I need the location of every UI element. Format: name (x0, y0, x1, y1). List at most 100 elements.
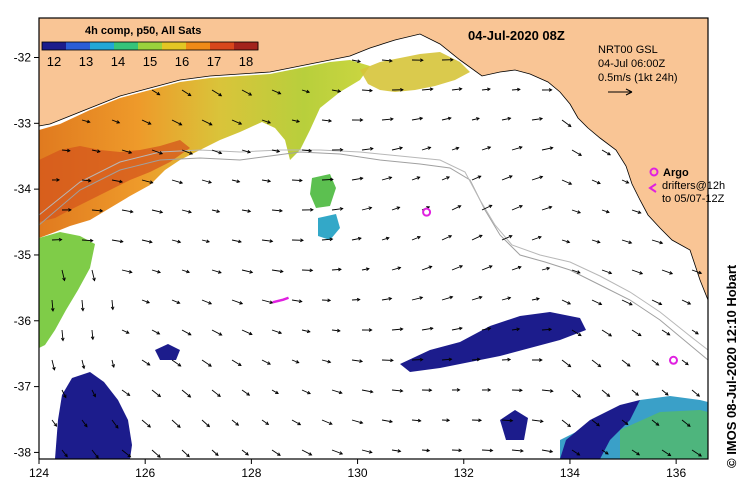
current-arrowhead (458, 326, 463, 331)
current-arrowhead (487, 388, 492, 392)
current-arrow (241, 389, 250, 396)
current-arrow (591, 179, 601, 184)
current-arrow (591, 239, 600, 243)
current-arrowhead (267, 179, 272, 183)
current-arrowhead (516, 87, 521, 92)
current-arrow (571, 449, 580, 456)
current-arrowhead (179, 180, 184, 185)
current-arrow (441, 117, 451, 121)
colorbar-segment (162, 42, 187, 50)
current-arrowhead (338, 267, 342, 272)
current-arrow (351, 177, 363, 181)
current-arrow (541, 328, 552, 331)
current-arrow (601, 329, 612, 337)
current-arrowhead (148, 239, 153, 244)
current-arrowhead (449, 57, 454, 62)
lon-tick-label: 128 (241, 466, 261, 480)
current-arrowhead (128, 270, 133, 274)
current-arrow (211, 329, 222, 336)
current-arrow (451, 327, 463, 331)
current-arrow (681, 359, 689, 366)
current-arrow (441, 358, 452, 361)
current-arrow (651, 299, 662, 305)
current-arrowhead (458, 448, 463, 453)
colorbar-segment (90, 42, 115, 50)
current-arrow (291, 119, 300, 123)
colorbar-outline (41, 41, 259, 51)
current-arrow (271, 389, 279, 394)
current-arrow (531, 118, 543, 121)
current-arrow (531, 298, 540, 301)
current-arrow (241, 89, 252, 96)
current-arrowhead (548, 205, 553, 210)
sst-cold-southwest (55, 372, 132, 459)
colorbar-tick-label: 17 (207, 54, 221, 69)
current-arrowhead (269, 300, 274, 304)
current-arrowhead (63, 394, 67, 399)
current-arrow (61, 269, 65, 281)
current-arrowhead (519, 204, 523, 209)
current-arrowhead (416, 176, 421, 180)
current-arrowhead (698, 453, 702, 457)
current-arrowhead (476, 117, 480, 121)
current-arrowhead (87, 178, 92, 183)
current-arrowhead (235, 422, 240, 426)
current-arrowhead (476, 357, 481, 362)
current-arrowhead (218, 332, 223, 336)
current-arrowhead (208, 301, 213, 305)
current-arrowhead (114, 424, 119, 429)
current-arrow (481, 146, 491, 151)
current-arrow (291, 299, 302, 303)
current-arrowhead (279, 269, 284, 274)
colorbar-segment (210, 42, 235, 50)
current-arrowhead (187, 92, 192, 97)
current-arrowhead (508, 175, 513, 179)
current-arrowhead (389, 419, 394, 424)
current-arrowhead (267, 120, 272, 124)
current-arrow (241, 149, 251, 153)
current-arrow (691, 329, 699, 335)
current-arrow (601, 449, 609, 455)
current-arrowhead (177, 239, 182, 244)
current-arrow (231, 239, 242, 243)
current-arrow (561, 359, 571, 368)
current-arrow (681, 419, 691, 427)
current-arrowhead (459, 265, 464, 269)
sst-southeast-green (620, 410, 708, 459)
current-arrow (441, 176, 450, 181)
current-arrowhead (238, 239, 242, 244)
current-arrow (211, 149, 222, 154)
current-arrowhead (478, 295, 483, 300)
current-arrow (91, 449, 99, 459)
current-arrow (631, 329, 642, 336)
current-arrowhead (578, 152, 583, 156)
current-arrow (301, 389, 311, 395)
current-arrow (621, 419, 629, 425)
current-arrowhead (446, 176, 451, 180)
current-arrow (171, 239, 181, 243)
current-arrow (601, 149, 611, 156)
current-arrow (171, 419, 181, 428)
current-arrowhead (157, 454, 161, 458)
current-arrow (211, 269, 222, 274)
current-arrowhead (81, 365, 86, 370)
current-arrowhead (308, 148, 313, 153)
current-scale-arrowhead (625, 88, 633, 96)
lon-tick-label: 136 (666, 466, 686, 480)
current-arrowhead (427, 146, 432, 150)
current-arrowhead (624, 421, 629, 426)
current-arrowhead (365, 267, 370, 271)
current-arrowhead (548, 88, 553, 92)
current-arrowhead (447, 116, 452, 121)
current-arrow (631, 449, 640, 456)
current-arrowhead (157, 269, 162, 274)
current-arrow (561, 299, 571, 305)
current-arrow (61, 389, 67, 398)
argo-float-marker (422, 207, 432, 217)
current-arrowhead (687, 301, 692, 305)
current-arrowhead (519, 388, 523, 393)
current-arrowhead (399, 327, 404, 332)
current-arrowhead (664, 392, 669, 396)
current-arrowhead (327, 359, 332, 364)
colorbar-segment (66, 42, 91, 50)
